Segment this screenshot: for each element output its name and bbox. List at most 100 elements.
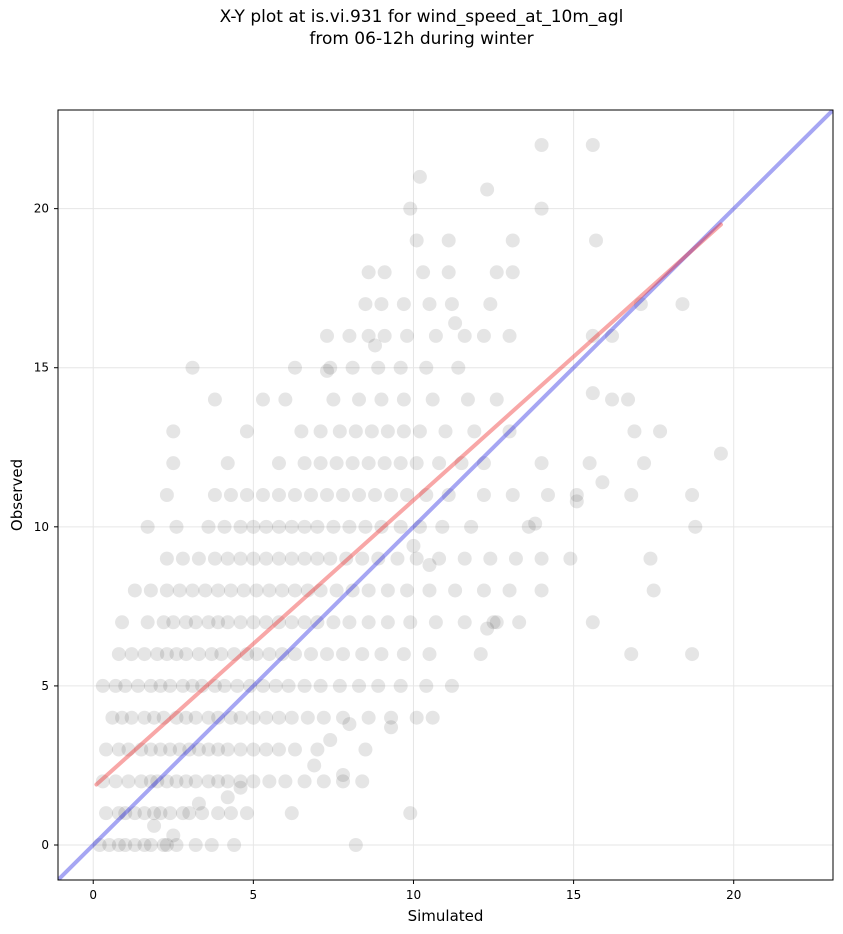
data-point	[451, 360, 466, 375]
data-point	[352, 488, 367, 502]
data-point	[121, 774, 136, 789]
data-point	[255, 392, 270, 407]
data-point	[454, 456, 469, 471]
data-point	[476, 328, 491, 343]
data-point	[140, 615, 155, 630]
data-point	[313, 456, 328, 471]
data-point	[249, 647, 264, 662]
data-point	[201, 742, 216, 757]
data-point	[310, 551, 325, 566]
data-point	[589, 233, 604, 248]
data-point	[534, 456, 549, 471]
data-point	[348, 838, 363, 852]
data-point	[156, 615, 171, 630]
x-tick-label: 15	[566, 888, 581, 902]
data-point	[342, 519, 357, 534]
data-point	[172, 742, 187, 757]
data-point	[124, 710, 139, 725]
data-point	[271, 615, 286, 630]
data-point	[166, 828, 181, 843]
data-point	[166, 456, 181, 471]
data-point	[268, 678, 283, 693]
data-point	[115, 615, 130, 630]
data-point	[380, 424, 395, 439]
data-point	[428, 615, 443, 630]
y-tick-label: 0	[41, 838, 49, 852]
data-point	[220, 742, 235, 757]
data-point	[320, 647, 335, 662]
data-point	[188, 774, 203, 789]
data-point	[332, 424, 347, 439]
y-axis-label: Observed	[8, 459, 26, 531]
data-point	[111, 647, 126, 662]
data-point	[159, 551, 174, 566]
data-point	[271, 456, 286, 471]
data-point	[191, 647, 206, 662]
data-point	[121, 742, 136, 757]
data-point	[624, 647, 639, 662]
data-point	[147, 710, 162, 725]
data-point	[464, 519, 479, 534]
data-point	[159, 647, 174, 662]
data-point	[355, 647, 370, 662]
data-point	[175, 806, 190, 821]
data-point	[297, 519, 312, 534]
data-point	[303, 488, 318, 502]
data-point	[540, 488, 555, 502]
data-point	[230, 678, 245, 693]
data-point	[108, 774, 123, 789]
data-point	[169, 647, 184, 662]
data-point	[313, 678, 328, 693]
data-point	[403, 806, 418, 821]
data-point	[159, 774, 174, 789]
data-point	[163, 806, 178, 821]
data-point	[262, 647, 277, 662]
data-point	[688, 519, 703, 534]
data-point	[163, 742, 178, 757]
scatter-points	[92, 138, 728, 852]
data-point	[505, 233, 520, 248]
data-point	[441, 233, 456, 248]
data-point	[175, 551, 190, 566]
data-point	[643, 551, 658, 566]
data-point	[534, 201, 549, 216]
data-point	[124, 647, 139, 662]
data-point	[582, 456, 597, 471]
data-point	[118, 678, 133, 693]
data-point	[364, 424, 379, 439]
data-point	[336, 768, 351, 782]
data-point	[352, 678, 367, 693]
data-point	[297, 774, 312, 789]
data-point	[412, 424, 427, 439]
data-point	[355, 774, 370, 789]
data-point	[239, 424, 254, 439]
data-point	[326, 519, 341, 534]
data-point	[287, 488, 302, 502]
data-point	[377, 456, 392, 471]
data-point	[329, 456, 344, 471]
data-point	[432, 456, 447, 471]
data-point	[233, 519, 248, 534]
data-point	[419, 678, 434, 693]
x-tick-label: 20	[726, 888, 741, 902]
data-point	[233, 774, 248, 789]
data-point	[150, 774, 165, 789]
data-point	[233, 742, 248, 757]
data-point	[403, 201, 418, 216]
data-point	[310, 519, 325, 534]
data-point	[448, 583, 463, 598]
data-point	[239, 806, 254, 821]
data-point	[384, 720, 399, 735]
data-point	[179, 774, 194, 789]
data-point	[476, 456, 491, 471]
data-point	[271, 710, 286, 725]
data-point	[534, 138, 549, 152]
data-point	[374, 647, 389, 662]
data-point	[528, 516, 543, 531]
data-point	[329, 583, 344, 598]
data-point	[102, 838, 117, 852]
data-point	[259, 551, 274, 566]
data-point	[153, 678, 168, 693]
data-point	[284, 710, 299, 725]
